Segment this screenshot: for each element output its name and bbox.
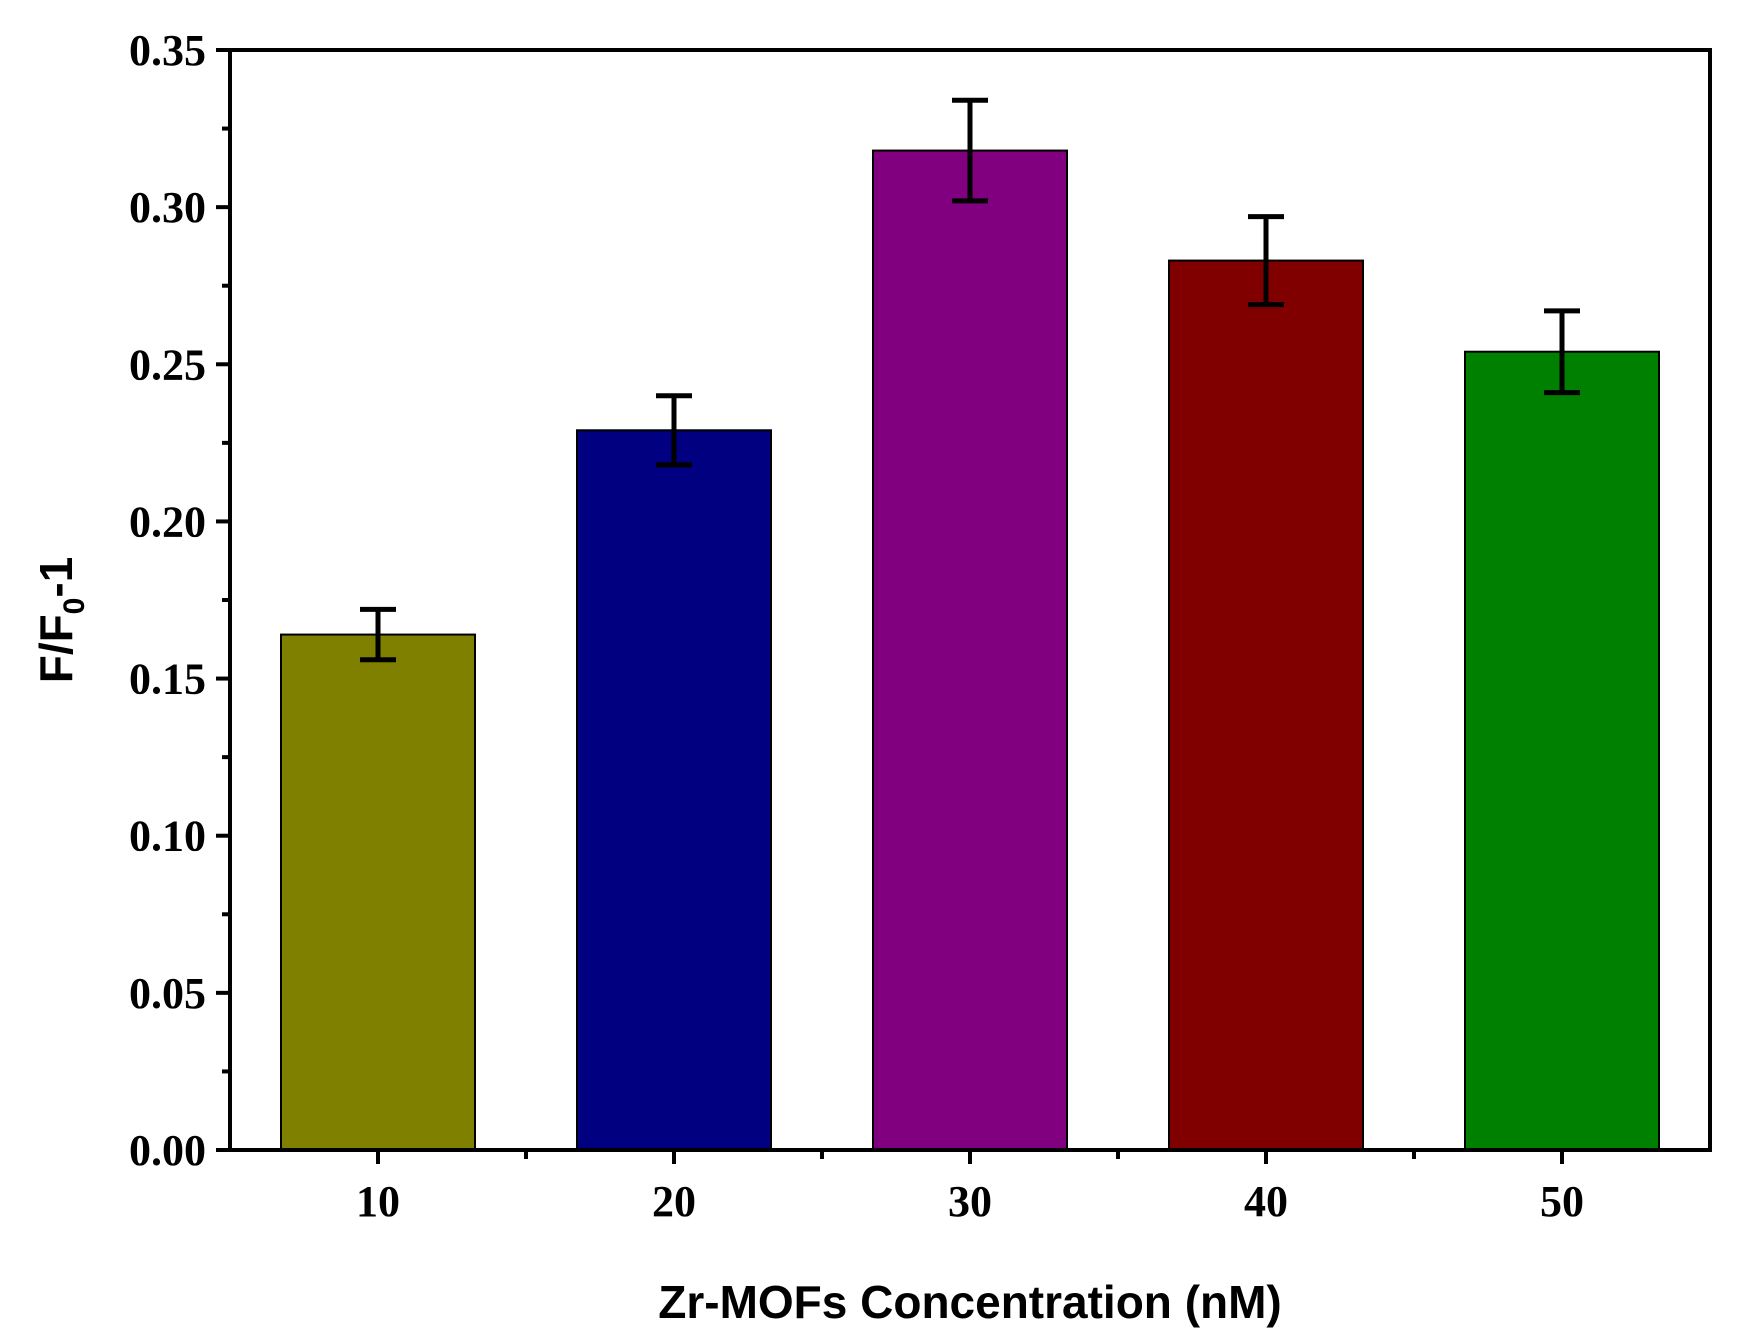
bars-layer bbox=[280, 149, 1660, 1152]
x-tick-label-20: 20 bbox=[652, 1177, 696, 1226]
x-axis-ticks: 10 20 30 40 50 bbox=[356, 1150, 1584, 1226]
y-axis-title: F/F0-1 bbox=[30, 557, 91, 684]
y-tick-label-0.00: 0.00 bbox=[129, 1126, 206, 1175]
y-tick-label-0.20: 0.20 bbox=[129, 497, 206, 546]
y-tick-label-0.35: 0.35 bbox=[129, 26, 206, 75]
bar-50 bbox=[1464, 350, 1660, 1151]
y-axis-title-subscript: 0 bbox=[58, 598, 91, 615]
error-bars-layer bbox=[360, 97, 1580, 663]
x-tick-label-50: 50 bbox=[1540, 1177, 1584, 1226]
y-axis-title-main: F/F bbox=[30, 614, 82, 683]
bar-40 bbox=[1168, 259, 1364, 1152]
y-axis-title-tail: -1 bbox=[30, 557, 82, 598]
y-axis-ticks: 0.00 0.05 0.10 0.15 0.20 0.25 0.30 0.35 bbox=[129, 26, 230, 1175]
x-tick-label-30: 30 bbox=[948, 1177, 992, 1226]
y-tick-label-0.10: 0.10 bbox=[129, 812, 206, 861]
x-axis-title: Zr-MOFs Concentration (nM) bbox=[658, 1276, 1282, 1328]
y-tick-label-0.30: 0.30 bbox=[129, 183, 206, 232]
bar-20 bbox=[576, 429, 772, 1151]
bar-30 bbox=[872, 149, 1068, 1152]
bar-10 bbox=[280, 633, 476, 1151]
y-tick-label-0.25: 0.25 bbox=[129, 340, 206, 389]
y-tick-label-0.15: 0.15 bbox=[129, 655, 206, 704]
x-tick-label-10: 10 bbox=[356, 1177, 400, 1226]
y-tick-label-0.05: 0.05 bbox=[129, 969, 206, 1018]
x-tick-label-40: 40 bbox=[1244, 1177, 1288, 1226]
